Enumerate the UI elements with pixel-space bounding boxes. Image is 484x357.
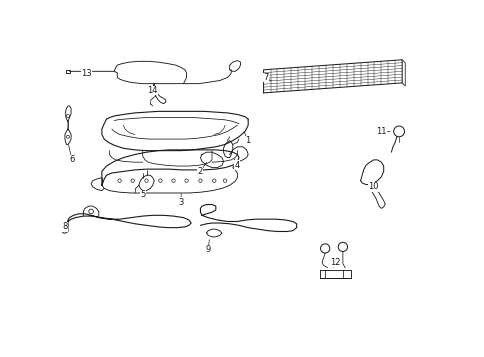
Text: 14: 14 xyxy=(147,86,158,95)
Text: 11: 11 xyxy=(376,127,386,136)
Text: 6: 6 xyxy=(69,155,75,164)
Text: 1: 1 xyxy=(245,136,250,145)
Text: 5: 5 xyxy=(140,190,145,199)
Text: 4: 4 xyxy=(234,161,240,170)
Text: 13: 13 xyxy=(81,69,91,78)
Text: 2: 2 xyxy=(197,167,203,176)
Text: 7: 7 xyxy=(263,73,268,82)
Text: 9: 9 xyxy=(205,246,211,255)
Text: 3: 3 xyxy=(178,198,183,207)
Text: 10: 10 xyxy=(368,182,378,191)
Text: 8: 8 xyxy=(62,222,67,231)
Text: 12: 12 xyxy=(329,258,340,267)
